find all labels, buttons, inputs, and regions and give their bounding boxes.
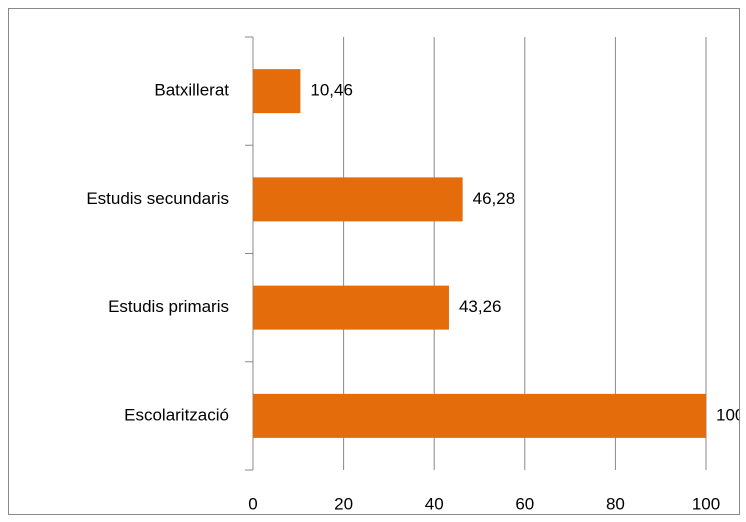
y-tick-label: Batxillerat (154, 81, 229, 100)
y-tick-label: Estudis secundaris (86, 189, 229, 208)
x-tick-label: 60 (515, 494, 534, 513)
value-label: 43,26 (459, 297, 502, 316)
y-tick-label: Estudis primaris (108, 297, 229, 316)
chart-frame (8, 8, 740, 515)
x-tick-label: 20 (334, 494, 353, 513)
bar (253, 69, 301, 114)
bar (253, 285, 449, 330)
x-tick-label: 100 (692, 494, 720, 513)
x-tick-label: 0 (248, 494, 257, 513)
value-label: 10,46 (310, 81, 353, 100)
bar (253, 393, 706, 438)
value-label: 100 (716, 405, 744, 424)
x-tick-label: 40 (425, 494, 444, 513)
plot-area: 0 20 40 60 80 100 Batxillerat 10,46 Estudis secu… (86, 36, 744, 513)
bar (253, 177, 463, 222)
y-tick-label: Escolarització (124, 405, 229, 424)
x-tick-label: 80 (606, 494, 625, 513)
value-label: 46,28 (473, 189, 516, 208)
